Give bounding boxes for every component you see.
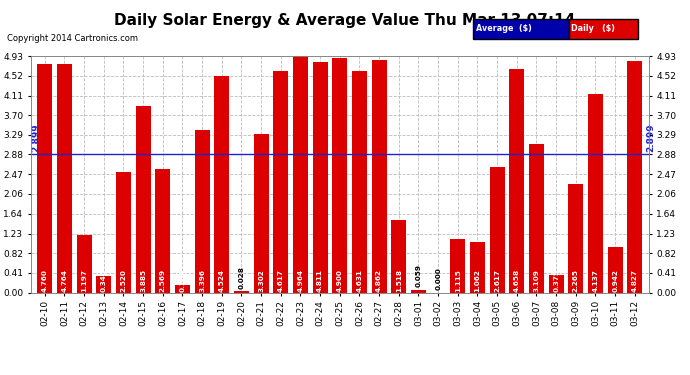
Bar — [215, 76, 229, 292]
Text: 1.197: 1.197 — [81, 268, 87, 291]
Text: 4.137: 4.137 — [593, 269, 598, 291]
Bar — [175, 285, 190, 292]
Bar — [37, 64, 52, 292]
Bar — [293, 55, 308, 292]
Text: 1.062: 1.062 — [475, 268, 480, 291]
Bar — [273, 71, 288, 292]
Bar — [627, 61, 642, 292]
Text: 4.617: 4.617 — [278, 268, 284, 291]
Bar — [451, 239, 465, 292]
Text: 0.028: 0.028 — [239, 266, 244, 289]
Bar — [313, 62, 328, 292]
Bar — [509, 69, 524, 292]
Bar — [136, 106, 150, 292]
Text: 0.942: 0.942 — [612, 268, 618, 291]
Text: 1.518: 1.518 — [396, 268, 402, 291]
Text: 2.265: 2.265 — [573, 268, 579, 291]
Text: 0.345: 0.345 — [101, 268, 107, 291]
Text: Daily   ($): Daily ($) — [571, 24, 615, 33]
Bar — [608, 248, 622, 292]
Bar — [352, 70, 367, 292]
Text: 4.764: 4.764 — [61, 268, 68, 291]
Bar — [155, 170, 170, 292]
Text: 2.569: 2.569 — [160, 268, 166, 291]
Text: 0.375: 0.375 — [553, 268, 559, 291]
Text: 1.115: 1.115 — [455, 268, 461, 291]
Bar — [490, 167, 504, 292]
Text: Copyright 2014 Cartronics.com: Copyright 2014 Cartronics.com — [7, 34, 138, 43]
Bar — [195, 130, 210, 292]
Text: 0.164: 0.164 — [179, 268, 186, 291]
Text: 4.964: 4.964 — [297, 268, 304, 291]
Bar — [549, 274, 564, 292]
Text: 2.520: 2.520 — [121, 268, 126, 291]
Bar — [234, 291, 249, 292]
Bar — [588, 94, 603, 292]
Text: 0.059: 0.059 — [415, 264, 422, 287]
Bar — [97, 276, 111, 292]
Bar — [77, 235, 92, 292]
Text: Average  ($): Average ($) — [476, 24, 532, 33]
Text: Daily Solar Energy & Average Value Thu Mar 13 07:14: Daily Solar Energy & Average Value Thu M… — [115, 13, 575, 28]
Text: 2.899: 2.899 — [647, 123, 656, 152]
Text: 4.862: 4.862 — [376, 268, 382, 291]
Bar — [333, 58, 347, 292]
Text: 4.524: 4.524 — [219, 268, 225, 291]
Bar — [57, 64, 72, 292]
Text: 3.302: 3.302 — [258, 269, 264, 291]
Text: 4.827: 4.827 — [632, 268, 638, 291]
Text: 4.658: 4.658 — [514, 268, 520, 291]
Bar — [569, 184, 583, 292]
Text: 4.760: 4.760 — [42, 268, 48, 291]
Text: 4.631: 4.631 — [357, 268, 362, 291]
Text: 2.617: 2.617 — [494, 268, 500, 291]
Bar — [391, 220, 406, 292]
Text: 4.811: 4.811 — [317, 268, 323, 291]
Bar — [372, 60, 386, 292]
Text: 4.900: 4.900 — [337, 268, 343, 291]
Bar — [254, 134, 268, 292]
Bar — [470, 242, 485, 292]
Text: 3.396: 3.396 — [199, 268, 205, 291]
Text: 0.000: 0.000 — [435, 267, 441, 290]
Bar — [529, 144, 544, 292]
Bar — [411, 290, 426, 292]
Text: 2.899: 2.899 — [31, 123, 40, 152]
Text: 3.885: 3.885 — [140, 268, 146, 291]
Text: 3.109: 3.109 — [533, 268, 540, 291]
Bar — [116, 172, 131, 292]
